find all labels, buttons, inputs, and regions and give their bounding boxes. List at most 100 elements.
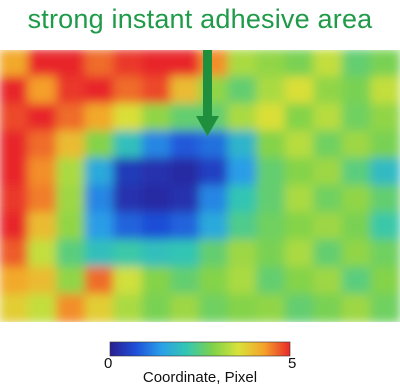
colorbar-max-tick: 5: [288, 355, 297, 372]
colorbar-min-tick: 0: [104, 355, 113, 372]
heatmap-cell: [370, 50, 400, 79]
heatmap-cells: [0, 50, 400, 322]
heatmap-cell: [284, 266, 316, 296]
heatmap-cell: [199, 185, 230, 215]
colorbar-label: Coordinate, Pixel: [142, 369, 258, 386]
annotation-arrow: [196, 50, 219, 136]
heatmap-cell: [227, 293, 259, 322]
heatmap-cell: [227, 103, 259, 133]
heatmap-cell: [113, 103, 144, 133]
heatmap-cell: [84, 50, 116, 79]
heatmap-cell: [141, 130, 173, 160]
heatmap-cell: [341, 293, 373, 322]
heatmap-cell: [341, 185, 373, 215]
heatmap-cell: [170, 50, 201, 79]
heatmap-cell: [199, 239, 230, 269]
heatmap-cell: [370, 103, 400, 133]
heatmap-cell: [284, 50, 316, 79]
heatmap-cell: [284, 212, 316, 242]
heatmap-cell: [284, 157, 316, 187]
heatmap-cell: [227, 50, 259, 79]
heatmap-cell: [141, 185, 173, 215]
heatmap-cell: [113, 130, 144, 160]
heatmap-cell: [284, 130, 316, 160]
heatmap-cell: [170, 266, 201, 296]
heatmap-cell: [256, 103, 287, 133]
heatmap-cell: [56, 50, 87, 79]
heatmap-cell: [313, 212, 344, 242]
heatmap-cell: [113, 239, 144, 269]
heatmap-cell: [27, 76, 59, 106]
heatmap-cell: [56, 212, 87, 242]
heatmap-cell: [256, 130, 287, 160]
heatmap-cell: [56, 103, 87, 133]
heatmap-cell: [27, 157, 59, 187]
heatmap-cell: [0, 130, 30, 160]
heatmap-cell: [0, 212, 30, 242]
heatmap-cell: [170, 130, 201, 160]
heatmap-cell: [341, 103, 373, 133]
heatmap-cell: [170, 157, 201, 187]
heatmap-cell: [27, 130, 59, 160]
heatmap-cell: [84, 185, 116, 215]
heatmap-cell: [27, 212, 59, 242]
heatmap-cell: [313, 157, 344, 187]
heatmap-cell: [141, 157, 173, 187]
heatmap-cell: [199, 266, 230, 296]
heatmap-cell: [84, 130, 116, 160]
heatmap-cell: [56, 266, 87, 296]
heatmap-cell: [199, 157, 230, 187]
heatmap-cell: [27, 293, 59, 322]
heatmap-cell: [0, 239, 30, 269]
heatmap-cell: [313, 185, 344, 215]
heatmap-cell: [256, 157, 287, 187]
heatmap-cell: [256, 76, 287, 106]
heatmap-cell: [227, 266, 259, 296]
colorbar: [109, 341, 291, 357]
heatmap-cell: [170, 293, 201, 322]
heatmap-cell: [27, 185, 59, 215]
heatmap-cell: [341, 50, 373, 79]
heatmap-cell: [0, 50, 30, 79]
heatmap-cell: [313, 50, 344, 79]
heatmap-cell: [56, 239, 87, 269]
heatmap-cell: [341, 76, 373, 106]
heatmap-cell: [141, 103, 173, 133]
heatmap-cell: [0, 185, 30, 215]
heatmap-cell: [313, 130, 344, 160]
heatmap-cell: [0, 103, 30, 133]
heatmap-cell: [256, 185, 287, 215]
heatmap-cell: [56, 76, 87, 106]
heatmap-cell: [313, 239, 344, 269]
heatmap-cell: [284, 103, 316, 133]
heatmap-cell: [27, 50, 59, 79]
heatmap-cell: [341, 157, 373, 187]
heatmap-cell: [27, 239, 59, 269]
heatmap-cell: [84, 266, 116, 296]
chart-title: strong instant adhesive area: [27, 4, 373, 34]
heatmap-cell: [113, 185, 144, 215]
heatmap-cell: [256, 239, 287, 269]
heatmap-cell: [370, 266, 400, 296]
heatmap-cell: [84, 212, 116, 242]
heatmap-cell: [370, 130, 400, 160]
heatmap-cell: [370, 157, 400, 187]
heatmap-cell: [113, 76, 144, 106]
heatmap-cell: [341, 239, 373, 269]
heatmap-cell: [141, 76, 173, 106]
heatmap-cell: [370, 212, 400, 242]
heatmap-cell: [170, 212, 201, 242]
heatmap-cell: [113, 293, 144, 322]
heatmap-cell: [284, 76, 316, 106]
heatmap-cell: [341, 212, 373, 242]
heatmap-cell: [199, 130, 230, 160]
heatmap-cell: [56, 130, 87, 160]
heatmap-cell: [113, 157, 144, 187]
heatmap-cell: [141, 239, 173, 269]
heatmap-cell: [256, 50, 287, 79]
heatmap-cell: [256, 212, 287, 242]
arrow-head: [196, 116, 219, 136]
heatmap-cell: [370, 239, 400, 269]
heatmap-cell: [370, 76, 400, 106]
